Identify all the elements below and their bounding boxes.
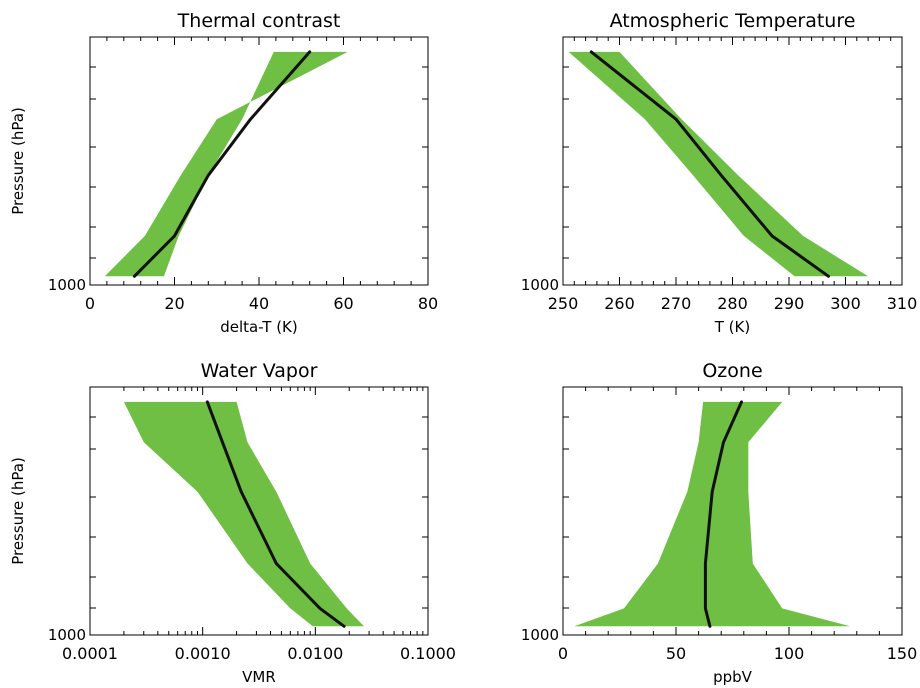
median-line-4	[703, 400, 743, 628]
plot-frame-3	[89, 386, 429, 636]
x-axis-label-2: T (K)	[714, 318, 750, 336]
y-tick-label: 1000	[48, 276, 86, 294]
y-tick-label: 1000	[521, 626, 559, 644]
x-tick-label: 100	[774, 644, 805, 663]
x-tick-label: 50	[666, 644, 686, 663]
x-tick-label: 150	[887, 644, 918, 663]
x-tick-label: 0.0100	[287, 644, 343, 663]
x-tick-label: 260	[604, 294, 635, 313]
x-tick-label: 0	[85, 294, 95, 313]
range-band-1	[104, 51, 348, 277]
x-tick-label: 80	[418, 294, 438, 313]
panel-title-2: Atmospheric Temperature	[610, 10, 856, 32]
y-axis-label-1: Pressure (hPa)	[9, 107, 27, 215]
panel-title-4: Ozone	[702, 360, 762, 382]
range-band-2	[568, 51, 869, 277]
range-band-4	[574, 401, 850, 627]
x-tick-label: 310	[887, 294, 918, 313]
x-tick-label: 290	[774, 294, 805, 313]
x-tick-label: 0.0001	[62, 644, 118, 663]
x-tick-label: 0.1000	[400, 644, 456, 663]
x-tick-label: 250	[548, 294, 579, 313]
x-tick-label: 60	[333, 294, 353, 313]
median-line-1	[132, 50, 312, 278]
y-axis-label-3: Pressure (hPa)	[9, 457, 27, 565]
panel-title-1: Thermal contrast	[177, 10, 341, 32]
x-tick-label: 0	[558, 644, 568, 663]
median-line-2	[589, 50, 830, 278]
median-line-3	[205, 400, 346, 628]
x-tick-label: 20	[164, 294, 184, 313]
x-axis-label-3: VMR	[242, 668, 276, 686]
y-tick-label: 1000	[48, 626, 86, 644]
x-tick-label: 270	[661, 294, 692, 313]
plot-frame-4	[562, 386, 903, 636]
y-tick-label: 1000	[521, 276, 559, 294]
x-axis-label-1: delta-T (K)	[220, 318, 298, 336]
x-axis-label-4: ppbV	[713, 668, 753, 686]
x-tick-label: 0.0010	[175, 644, 231, 663]
x-tick-label: 40	[249, 294, 269, 313]
panel-title-3: Water Vapor	[201, 360, 318, 382]
x-tick-label: 280	[717, 294, 748, 313]
range-band-3	[123, 401, 364, 627]
x-tick-label: 300	[830, 294, 861, 313]
